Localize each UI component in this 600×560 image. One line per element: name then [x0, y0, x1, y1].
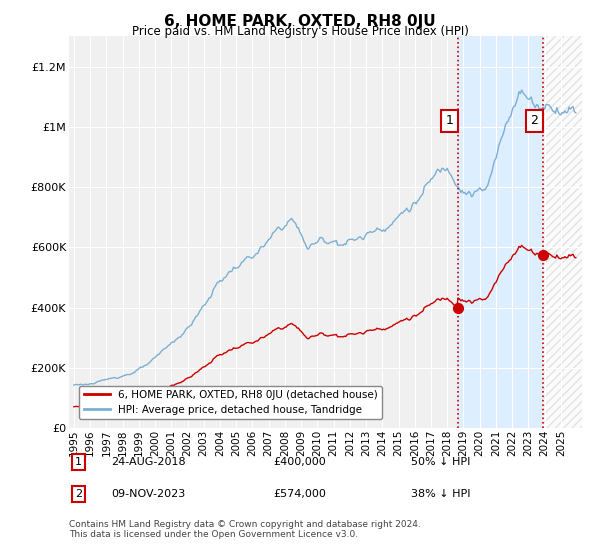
Point: [538, 251, 547, 260]
Text: 2: 2: [75, 489, 82, 499]
Bar: [542, 36, 582, 428]
Text: 24-AUG-2018: 24-AUG-2018: [111, 457, 185, 467]
Text: 6, HOME PARK, OXTED, RH8 0JU: 6, HOME PARK, OXTED, RH8 0JU: [164, 14, 436, 29]
Point: [453, 304, 463, 312]
Legend: 6, HOME PARK, OXTED, RH8 0JU (detached house), HPI: Average price, detached hous: 6, HOME PARK, OXTED, RH8 0JU (detached h…: [79, 386, 382, 419]
Text: 1: 1: [446, 114, 454, 127]
Text: £400,000: £400,000: [273, 457, 326, 467]
Text: 38% ↓ HPI: 38% ↓ HPI: [411, 489, 470, 499]
Text: £574,000: £574,000: [273, 489, 326, 499]
Text: 1: 1: [75, 457, 82, 467]
Text: 50% ↓ HPI: 50% ↓ HPI: [411, 457, 470, 467]
Bar: [542, 36, 582, 428]
Bar: [542, 36, 582, 428]
Text: Price paid vs. HM Land Registry's House Price Index (HPI): Price paid vs. HM Land Registry's House …: [131, 25, 469, 38]
Bar: [458, 36, 542, 428]
Text: Contains HM Land Registry data © Crown copyright and database right 2024.
This d: Contains HM Land Registry data © Crown c…: [69, 520, 421, 539]
Text: 2: 2: [530, 114, 538, 127]
Text: 09-NOV-2023: 09-NOV-2023: [111, 489, 185, 499]
